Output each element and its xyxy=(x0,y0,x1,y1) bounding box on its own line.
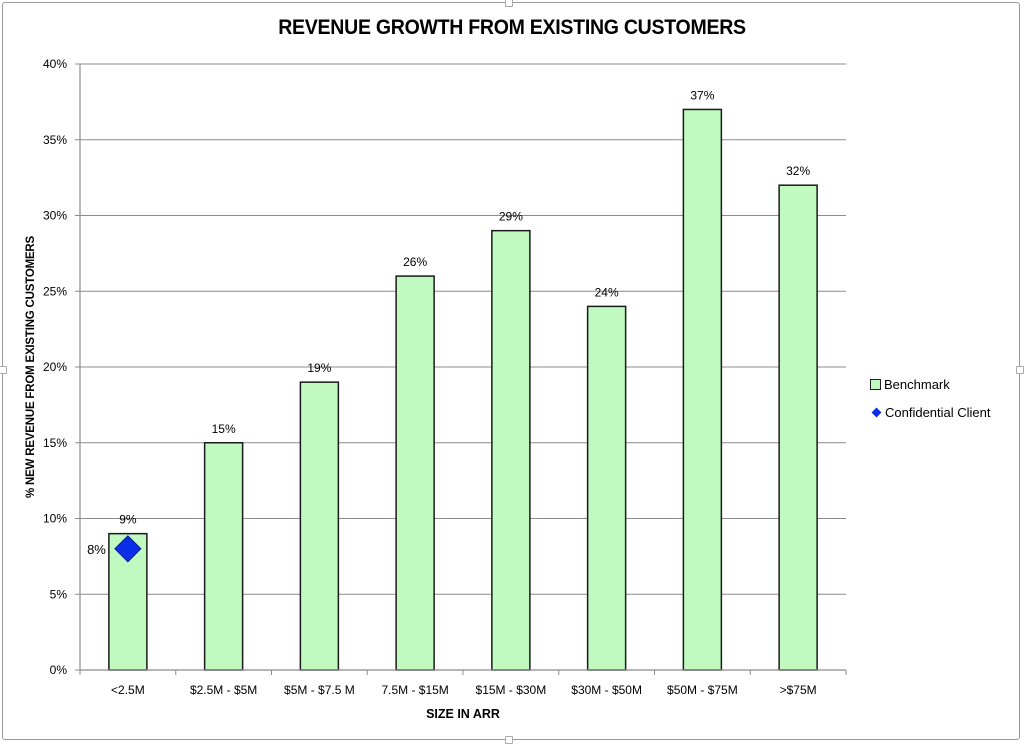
bar-data-label: 24% xyxy=(595,285,619,299)
bar-data-label: 26% xyxy=(403,255,427,269)
x-axis-label: SIZE IN ARR xyxy=(426,707,500,721)
point-data-label: 8% xyxy=(87,542,106,557)
bar-data-label: 15% xyxy=(212,422,236,436)
x-tick-label: $50M - $75M xyxy=(667,683,738,697)
x-tick-label: <2.5M xyxy=(111,683,145,697)
y-tick-label: 20% xyxy=(43,360,67,374)
x-tick-label: $30M - $50M xyxy=(571,683,642,697)
y-tick-label: 25% xyxy=(43,284,67,298)
y-axis-ticks: 0% 5% 10% 15% 20% 25% 30% 35% 40% xyxy=(43,57,80,677)
gridlines xyxy=(80,63,846,595)
legend-label: Confidential Client xyxy=(885,404,991,420)
x-tick-label: 7.5M - $15M xyxy=(381,683,448,697)
bar-data-label: 19% xyxy=(307,361,331,375)
legend-entry-benchmark[interactable]: Benchmark xyxy=(870,370,991,398)
x-tick-label: $15M - $30M xyxy=(476,683,547,697)
bar xyxy=(203,442,244,671)
chart-title: REVENUE GROWTH FROM EXISTING CUSTOMERS xyxy=(278,16,746,39)
legend-bar-swatch-icon xyxy=(870,378,881,390)
legend: Benchmark Confidential Client xyxy=(870,370,991,426)
bar xyxy=(586,305,627,671)
y-tick-label: 0% xyxy=(50,663,68,677)
legend-entry-confidential-client[interactable]: Confidential Client xyxy=(870,398,991,426)
scatter-series-confidential-client: 8% xyxy=(87,535,142,563)
bar-data-labels: 9% 15% 19% 26% 29% 24% 37% 32% xyxy=(119,88,810,526)
bar-series-benchmark xyxy=(108,108,818,671)
bar xyxy=(299,381,340,671)
x-tick-label: $2.5M - $5M xyxy=(190,683,257,697)
bar-data-label: 37% xyxy=(690,88,714,102)
bar xyxy=(491,229,531,671)
bar-data-label: 32% xyxy=(786,164,810,178)
x-axis-ticks: <2.5M $2.5M - $5M $5M - $7.5 M 7.5M - $15M $… xyxy=(79,670,847,697)
resize-handle-top[interactable] xyxy=(505,0,513,7)
legend-diamond-icon xyxy=(871,407,882,417)
y-tick-label: 30% xyxy=(43,209,67,223)
resize-handle-left[interactable] xyxy=(0,366,7,374)
bar-data-label: 29% xyxy=(499,210,523,224)
data-point-diamond xyxy=(114,535,142,563)
x-tick-label: >$75M xyxy=(780,683,817,697)
legend-label: Benchmark xyxy=(884,376,950,392)
bar xyxy=(778,184,818,671)
y-tick-label: 10% xyxy=(43,512,67,526)
y-tick-label: 15% xyxy=(43,436,67,450)
y-tick-label: 35% xyxy=(43,133,67,147)
y-tick-label: 40% xyxy=(43,57,67,71)
bar xyxy=(395,275,435,671)
x-tick-label: $5M - $7.5 M xyxy=(284,683,355,697)
bar-data-label: 9% xyxy=(119,513,137,527)
y-tick-label: 5% xyxy=(50,587,68,601)
bar xyxy=(682,108,723,671)
